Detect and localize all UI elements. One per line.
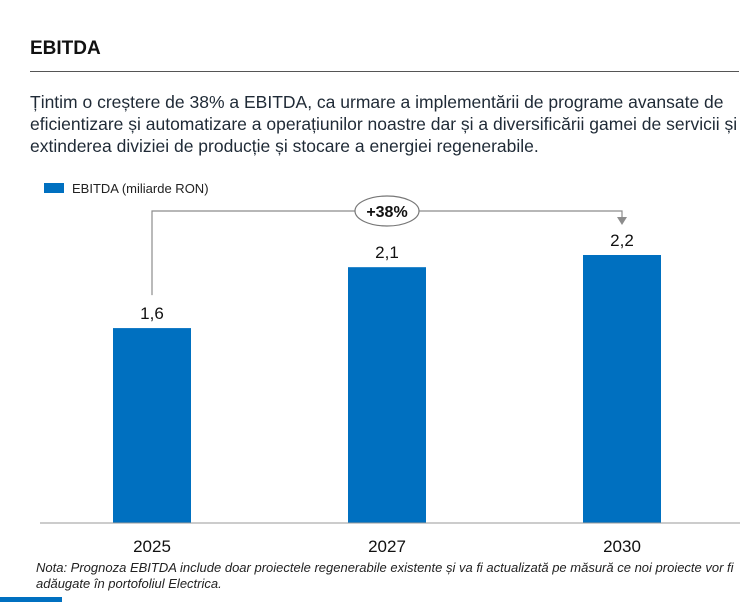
footnote: Nota: Prognoza EBITDA include doar proie… (36, 560, 734, 591)
growth-badge (354, 195, 420, 227)
intro-paragraph: Țintim o creștere de 38% a EBITDA, ca ur… (30, 92, 738, 156)
x-tick-2027: 2027 (368, 537, 406, 556)
title-divider (30, 71, 739, 72)
growth-label: +38% (366, 204, 407, 221)
bar-2030 (583, 255, 661, 523)
legend-swatch (44, 183, 64, 193)
legend-label: EBITDA (miliarde RON) (72, 181, 209, 196)
brand-corner-bar (0, 597, 62, 602)
bar-2025 (113, 328, 191, 523)
x-tick-2025: 2025 (133, 537, 171, 556)
ebitda-bar-chart: EBITDA (miliarde RON) +38% 1,6 2025 2,1 202… (40, 181, 740, 556)
data-label-2025: 1,6 (140, 304, 164, 323)
data-label-2030: 2,2 (610, 231, 634, 250)
page-title: EBITDA (30, 38, 101, 59)
x-tick-2030: 2030 (603, 537, 641, 556)
growth-arrowhead (617, 217, 627, 225)
bar-2027 (348, 267, 426, 523)
data-label-2027: 2,1 (375, 243, 399, 262)
